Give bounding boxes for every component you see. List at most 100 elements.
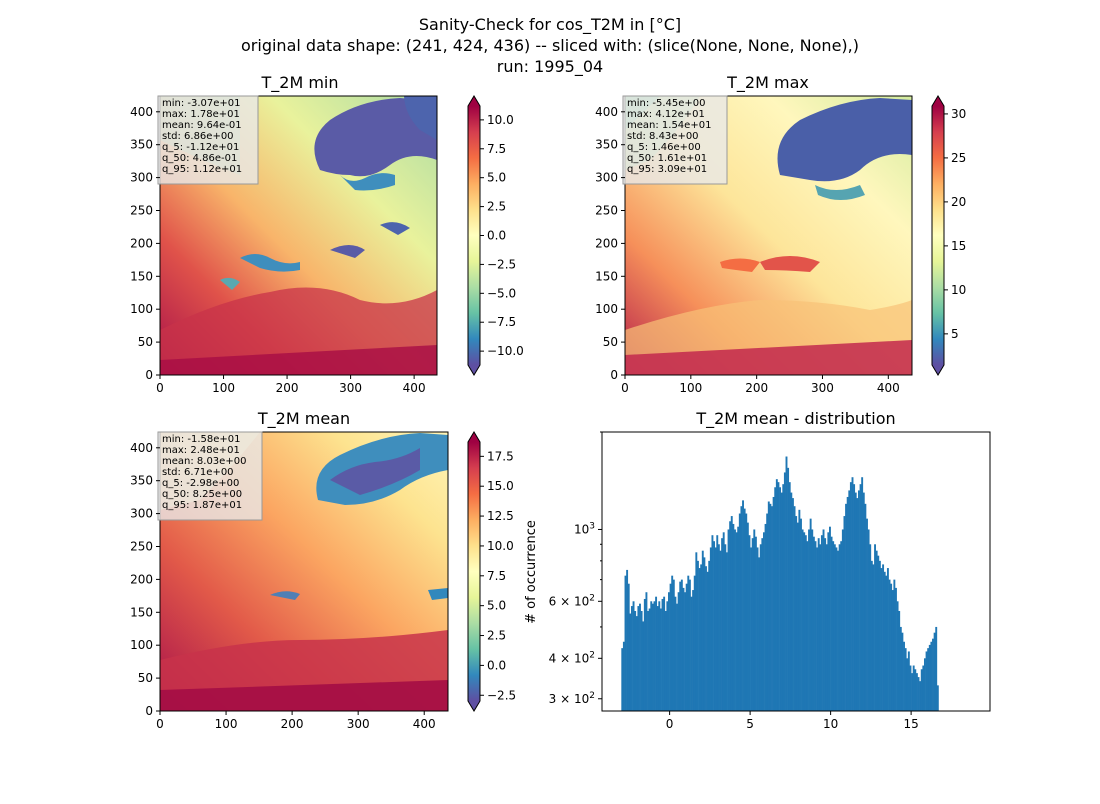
colorbar-tick-label: 15.0 xyxy=(487,479,514,493)
histogram-bar xyxy=(767,501,770,711)
y-tick-label: 6 × 102 xyxy=(549,593,595,608)
histogram-bar xyxy=(877,555,880,711)
histogram-bar xyxy=(837,550,839,711)
histogram-bar xyxy=(886,568,889,711)
histogram-bar xyxy=(725,552,728,711)
histogram-bar xyxy=(669,583,672,711)
histogram-bar xyxy=(882,564,885,711)
histogram-bar xyxy=(793,506,796,711)
histogram-bar xyxy=(925,651,928,711)
histogram-bar xyxy=(791,498,794,711)
histogram-bar xyxy=(849,482,852,711)
histogram-bar xyxy=(822,529,825,711)
y-tick-label: 150 xyxy=(130,269,153,283)
colorbar-gradient xyxy=(468,106,480,365)
histogram-bar xyxy=(724,544,727,711)
colorbar-extend-max xyxy=(932,96,944,106)
stat-q5: q_5: -2.98e+00 xyxy=(162,478,239,489)
stat-q95: q_95: 1.12e+01 xyxy=(162,164,242,175)
colorbar-tick-label: 5 xyxy=(951,327,959,341)
histogram-bar xyxy=(830,536,833,711)
colorbar-outline xyxy=(467,431,481,712)
x-tick-label: 5 xyxy=(746,717,754,731)
map-title: T_2M mean xyxy=(257,409,350,429)
histogram-bar xyxy=(666,601,669,711)
stat-std: std: 8.43e+00 xyxy=(627,131,699,142)
stats-box: min: -5.45e+00 max: 4.12e+01 mean: 1.54e… xyxy=(622,95,728,185)
stat-q50: q_50: 1.61e+01 xyxy=(627,153,707,164)
colorbar: 5 10 15 20 25 30 xyxy=(931,95,966,376)
y-tick-label: 300 xyxy=(595,171,618,185)
histogram-bar xyxy=(639,603,641,711)
histogram-bar xyxy=(734,529,736,711)
colorbar-tick-label: 25 xyxy=(951,151,966,165)
histogram-bar xyxy=(624,575,627,711)
stats-box: min: -1.58e+01 max: 2.48e+01 mean: 8.03e… xyxy=(157,431,263,521)
histogram-bar xyxy=(819,544,822,711)
histogram-bar xyxy=(851,477,854,711)
map-title: T_2M min xyxy=(260,73,338,93)
histogram-bar xyxy=(787,467,790,711)
colorbar-tick-label: 0.0 xyxy=(487,229,506,243)
histogram-bar xyxy=(843,516,846,711)
histogram-bar xyxy=(872,564,875,711)
colorbar-tick-label: 0.0 xyxy=(487,658,506,672)
stat-max: max: 4.12e+01 xyxy=(627,109,705,120)
x-tick-label: 100 xyxy=(212,381,235,395)
histogram-bar xyxy=(917,677,920,711)
stat-q5: q_5: 1.46e+00 xyxy=(627,142,701,153)
stat-std: std: 6.86e+00 xyxy=(162,131,234,142)
histogram-bar xyxy=(745,513,748,711)
histogram-bar xyxy=(748,535,751,711)
stat-q95: q_95: 3.09e+01 xyxy=(627,164,707,175)
histogram-bar xyxy=(706,571,709,711)
histogram-bar xyxy=(907,651,910,711)
histogram-bar xyxy=(690,596,693,711)
histogram-bar xyxy=(840,541,843,711)
histogram-bar xyxy=(700,564,703,711)
colorbar-extend-min xyxy=(468,701,480,711)
histogram-bar xyxy=(814,541,817,711)
colorbar-outline xyxy=(931,95,945,376)
x-tick-label: 300 xyxy=(339,381,362,395)
colorbar-tick-label: 10.0 xyxy=(487,113,514,127)
histogram-bar xyxy=(920,669,923,711)
histogram-bar xyxy=(875,550,878,711)
histogram-bar xyxy=(696,560,699,711)
histogram-bar xyxy=(738,513,741,711)
x-tick-label: 400 xyxy=(413,717,436,731)
histogram-bar xyxy=(912,665,915,711)
y-tick-label: 100 xyxy=(130,638,153,652)
histogram-bar xyxy=(782,484,785,711)
y-tick-label: 300 xyxy=(130,171,153,185)
histogram-bar xyxy=(627,583,630,711)
histogram-bar xyxy=(622,641,625,711)
histogram-bar xyxy=(857,490,860,711)
histogram-bar xyxy=(812,536,815,711)
histogram-bar xyxy=(671,575,674,711)
heatmap-image xyxy=(160,96,437,375)
y-tick-label: 350 xyxy=(595,138,618,152)
colorbar-extend-max xyxy=(468,432,480,442)
histogram-bar xyxy=(841,529,844,711)
x-tick-label: 200 xyxy=(281,717,304,731)
histogram-bar xyxy=(685,583,688,711)
y-tick-label: 400 xyxy=(130,105,153,119)
histogram-bar xyxy=(695,552,698,711)
histogram-bar xyxy=(832,541,835,711)
histogram-bar xyxy=(693,575,696,711)
histogram-bar xyxy=(642,621,645,711)
histogram-bar xyxy=(721,538,724,711)
suptitle-line1: Sanity-Check for cos_T2M in [°C] xyxy=(419,15,681,35)
axes-frame xyxy=(624,95,913,376)
histogram-bar xyxy=(742,500,744,711)
histogram-ylabel: # of occurrence xyxy=(524,520,539,624)
colorbar-tick-label: 7.5 xyxy=(487,142,506,156)
histogram-bar xyxy=(722,532,725,711)
x-tick-label: 15 xyxy=(903,717,918,731)
histogram-bar xyxy=(672,579,675,711)
y-tick-label: 150 xyxy=(130,605,153,619)
colorbar-tick-label: −5.0 xyxy=(487,286,516,300)
colorbar-tick-label: 5.0 xyxy=(487,171,506,185)
